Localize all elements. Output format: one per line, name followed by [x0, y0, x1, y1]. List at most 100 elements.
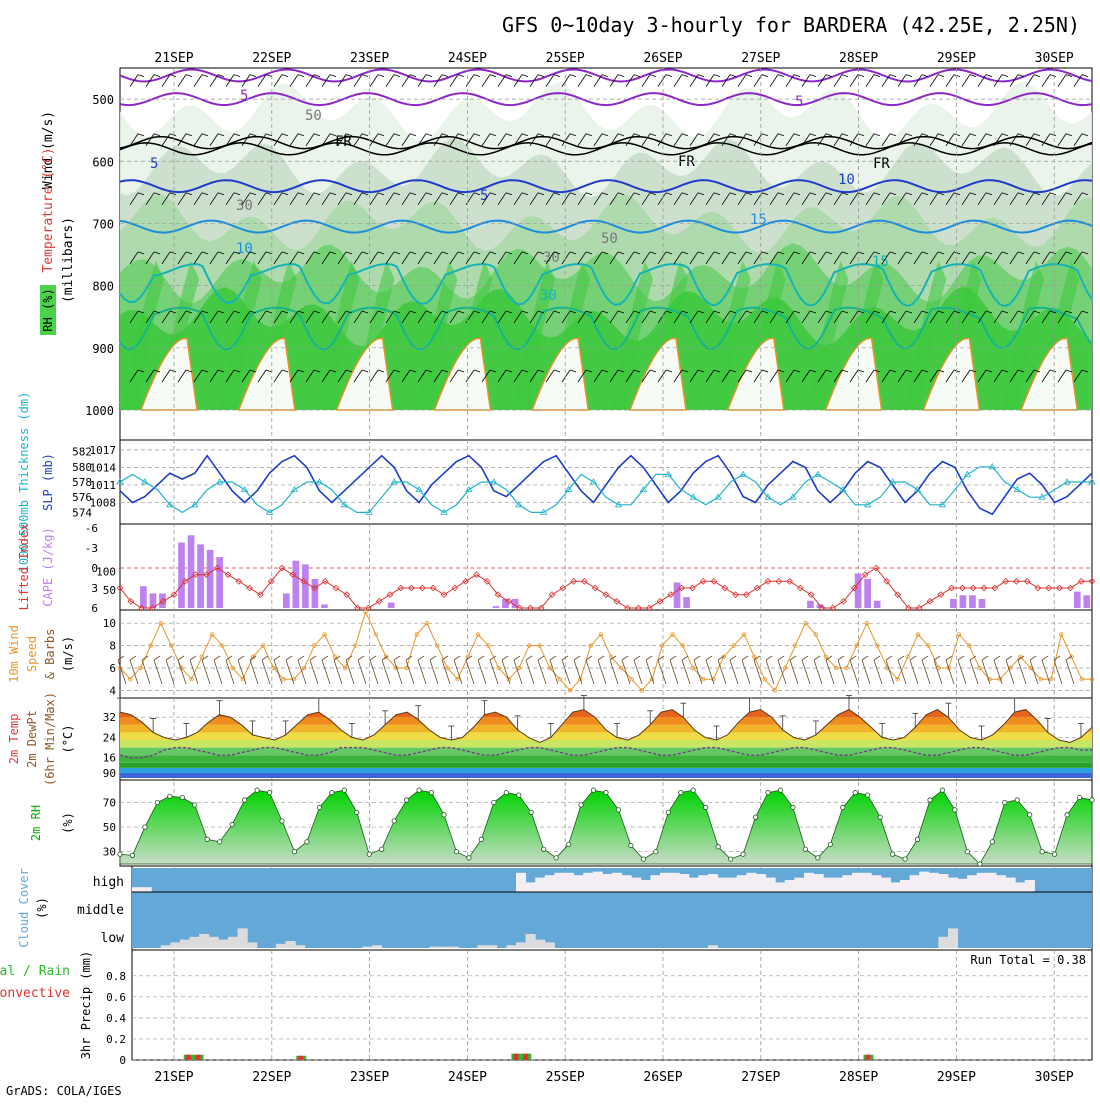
wind-barb — [881, 369, 891, 383]
wind-barb — [513, 369, 523, 383]
precip-conv-bar — [523, 1053, 529, 1060]
wind-barb — [417, 192, 427, 206]
lifted-index-point — [267, 577, 275, 585]
wind-speed-point — [834, 665, 839, 671]
wind10-barb-flag — [849, 655, 857, 661]
contour-label: FR — [678, 154, 695, 170]
wind-speed-point — [537, 643, 542, 648]
wind-barb-flag — [649, 133, 657, 137]
cloud-high-bar — [650, 875, 661, 892]
wind-speed-point — [864, 621, 870, 626]
cape-bar — [673, 582, 681, 608]
wind-barb — [849, 369, 859, 383]
wind10-barb-flag — [681, 655, 689, 661]
wind-speed-point — [680, 643, 685, 648]
cloud-high-bar — [823, 877, 834, 892]
label-cape: CAPE (J/kg) — [41, 527, 55, 606]
wind-barb-flag — [713, 369, 721, 373]
wind-barb-flag — [873, 310, 881, 314]
wind-barb-flag — [585, 133, 593, 137]
wind-barb-flag — [873, 192, 881, 196]
cloud-low-bar — [237, 928, 248, 948]
wind-speed-point — [803, 621, 808, 626]
lifted-index-point — [224, 571, 232, 579]
wind10-barb — [873, 659, 883, 685]
wind-barb-flag — [137, 74, 145, 78]
isotherm-minus5 — [119, 68, 1093, 83]
wind10-barb — [561, 659, 571, 685]
thickness-point — [564, 485, 573, 492]
cloud-low-bar — [160, 945, 171, 948]
wind10-barb — [585, 659, 595, 685]
wind-barb-flag — [441, 310, 449, 314]
wind-barb — [241, 251, 251, 265]
lifted-index-point — [116, 584, 124, 592]
wind-barb-flag — [793, 192, 801, 196]
wind-barb-flag — [329, 74, 337, 78]
rh2m-point — [491, 799, 497, 806]
lifted-index-point — [473, 571, 480, 579]
lifted-index-point — [645, 604, 653, 612]
wind-barb — [513, 133, 523, 146]
wind-barb-flag — [393, 310, 401, 314]
cape-bar — [387, 602, 395, 608]
wind-barb-flag — [265, 74, 273, 78]
chart-title: GFS 0~10day 3-hourly for BARDERA (42.25E… — [502, 13, 1080, 37]
wind10-barb-flag — [285, 655, 293, 661]
wind-barb-flag — [185, 74, 193, 78]
wind-barb — [689, 192, 699, 206]
wind-barb-flag — [841, 192, 849, 196]
thickness-series — [119, 466, 1092, 514]
wind-barb-flag — [425, 133, 433, 137]
footer-credit: GrADS: COLA/IGES — [6, 1084, 122, 1098]
date-label-top: 25SEP — [546, 51, 585, 66]
wind-barb — [497, 251, 507, 265]
wind-barb — [721, 251, 731, 265]
wind-speed-series — [119, 610, 1092, 692]
rh2m-point — [129, 852, 136, 858]
wind-barb-flag — [457, 369, 465, 373]
rh2m-point — [142, 824, 148, 830]
contour-label: 30 — [543, 250, 560, 266]
cloud-high-bar — [141, 887, 152, 892]
lifted-index-point — [743, 591, 750, 599]
wind-barb-flag — [665, 251, 673, 255]
precip-conv-bar — [865, 1054, 871, 1060]
wind-barb — [161, 251, 171, 265]
wind-barb — [433, 133, 443, 146]
wind-barb-flag — [1049, 310, 1057, 314]
wind-barb — [465, 251, 475, 265]
wind-barb — [817, 251, 827, 265]
wind-barb — [145, 251, 155, 265]
wind10-barb — [729, 659, 739, 685]
wind-barb — [833, 192, 843, 206]
wind-barb — [497, 192, 507, 206]
wind-barb — [689, 251, 699, 265]
cloud-level-middle: middle — [77, 903, 124, 918]
wind-barb — [305, 74, 315, 87]
temp-band — [120, 732, 1092, 740]
wind10-barb — [753, 659, 763, 685]
wind-barb — [593, 133, 603, 146]
wind-barb — [833, 369, 843, 383]
cape-bar — [854, 573, 862, 608]
wind-barb — [1057, 192, 1067, 206]
wind-barb — [641, 74, 651, 87]
wind-speed-point — [209, 632, 215, 637]
wind-speed-point — [128, 677, 133, 682]
wind-barb — [753, 310, 763, 324]
wind-barb — [913, 74, 923, 87]
wind-barb — [769, 251, 779, 265]
wind-barb — [289, 74, 299, 87]
temp-labels: 2m Temp 2m DewPt (6hr Min/Max) (°C) — [7, 692, 75, 786]
wind10-barb-flag — [261, 655, 269, 661]
cloud-high-bar — [1015, 882, 1026, 892]
temp-band — [120, 762, 1092, 768]
wind-speed-point — [813, 632, 818, 637]
lifted-index-point — [624, 604, 631, 612]
wind-barb — [561, 133, 571, 146]
wind-barb — [161, 192, 171, 206]
wind10-barb — [429, 659, 439, 685]
wind-barb — [193, 133, 203, 146]
thickness-point — [839, 485, 847, 492]
